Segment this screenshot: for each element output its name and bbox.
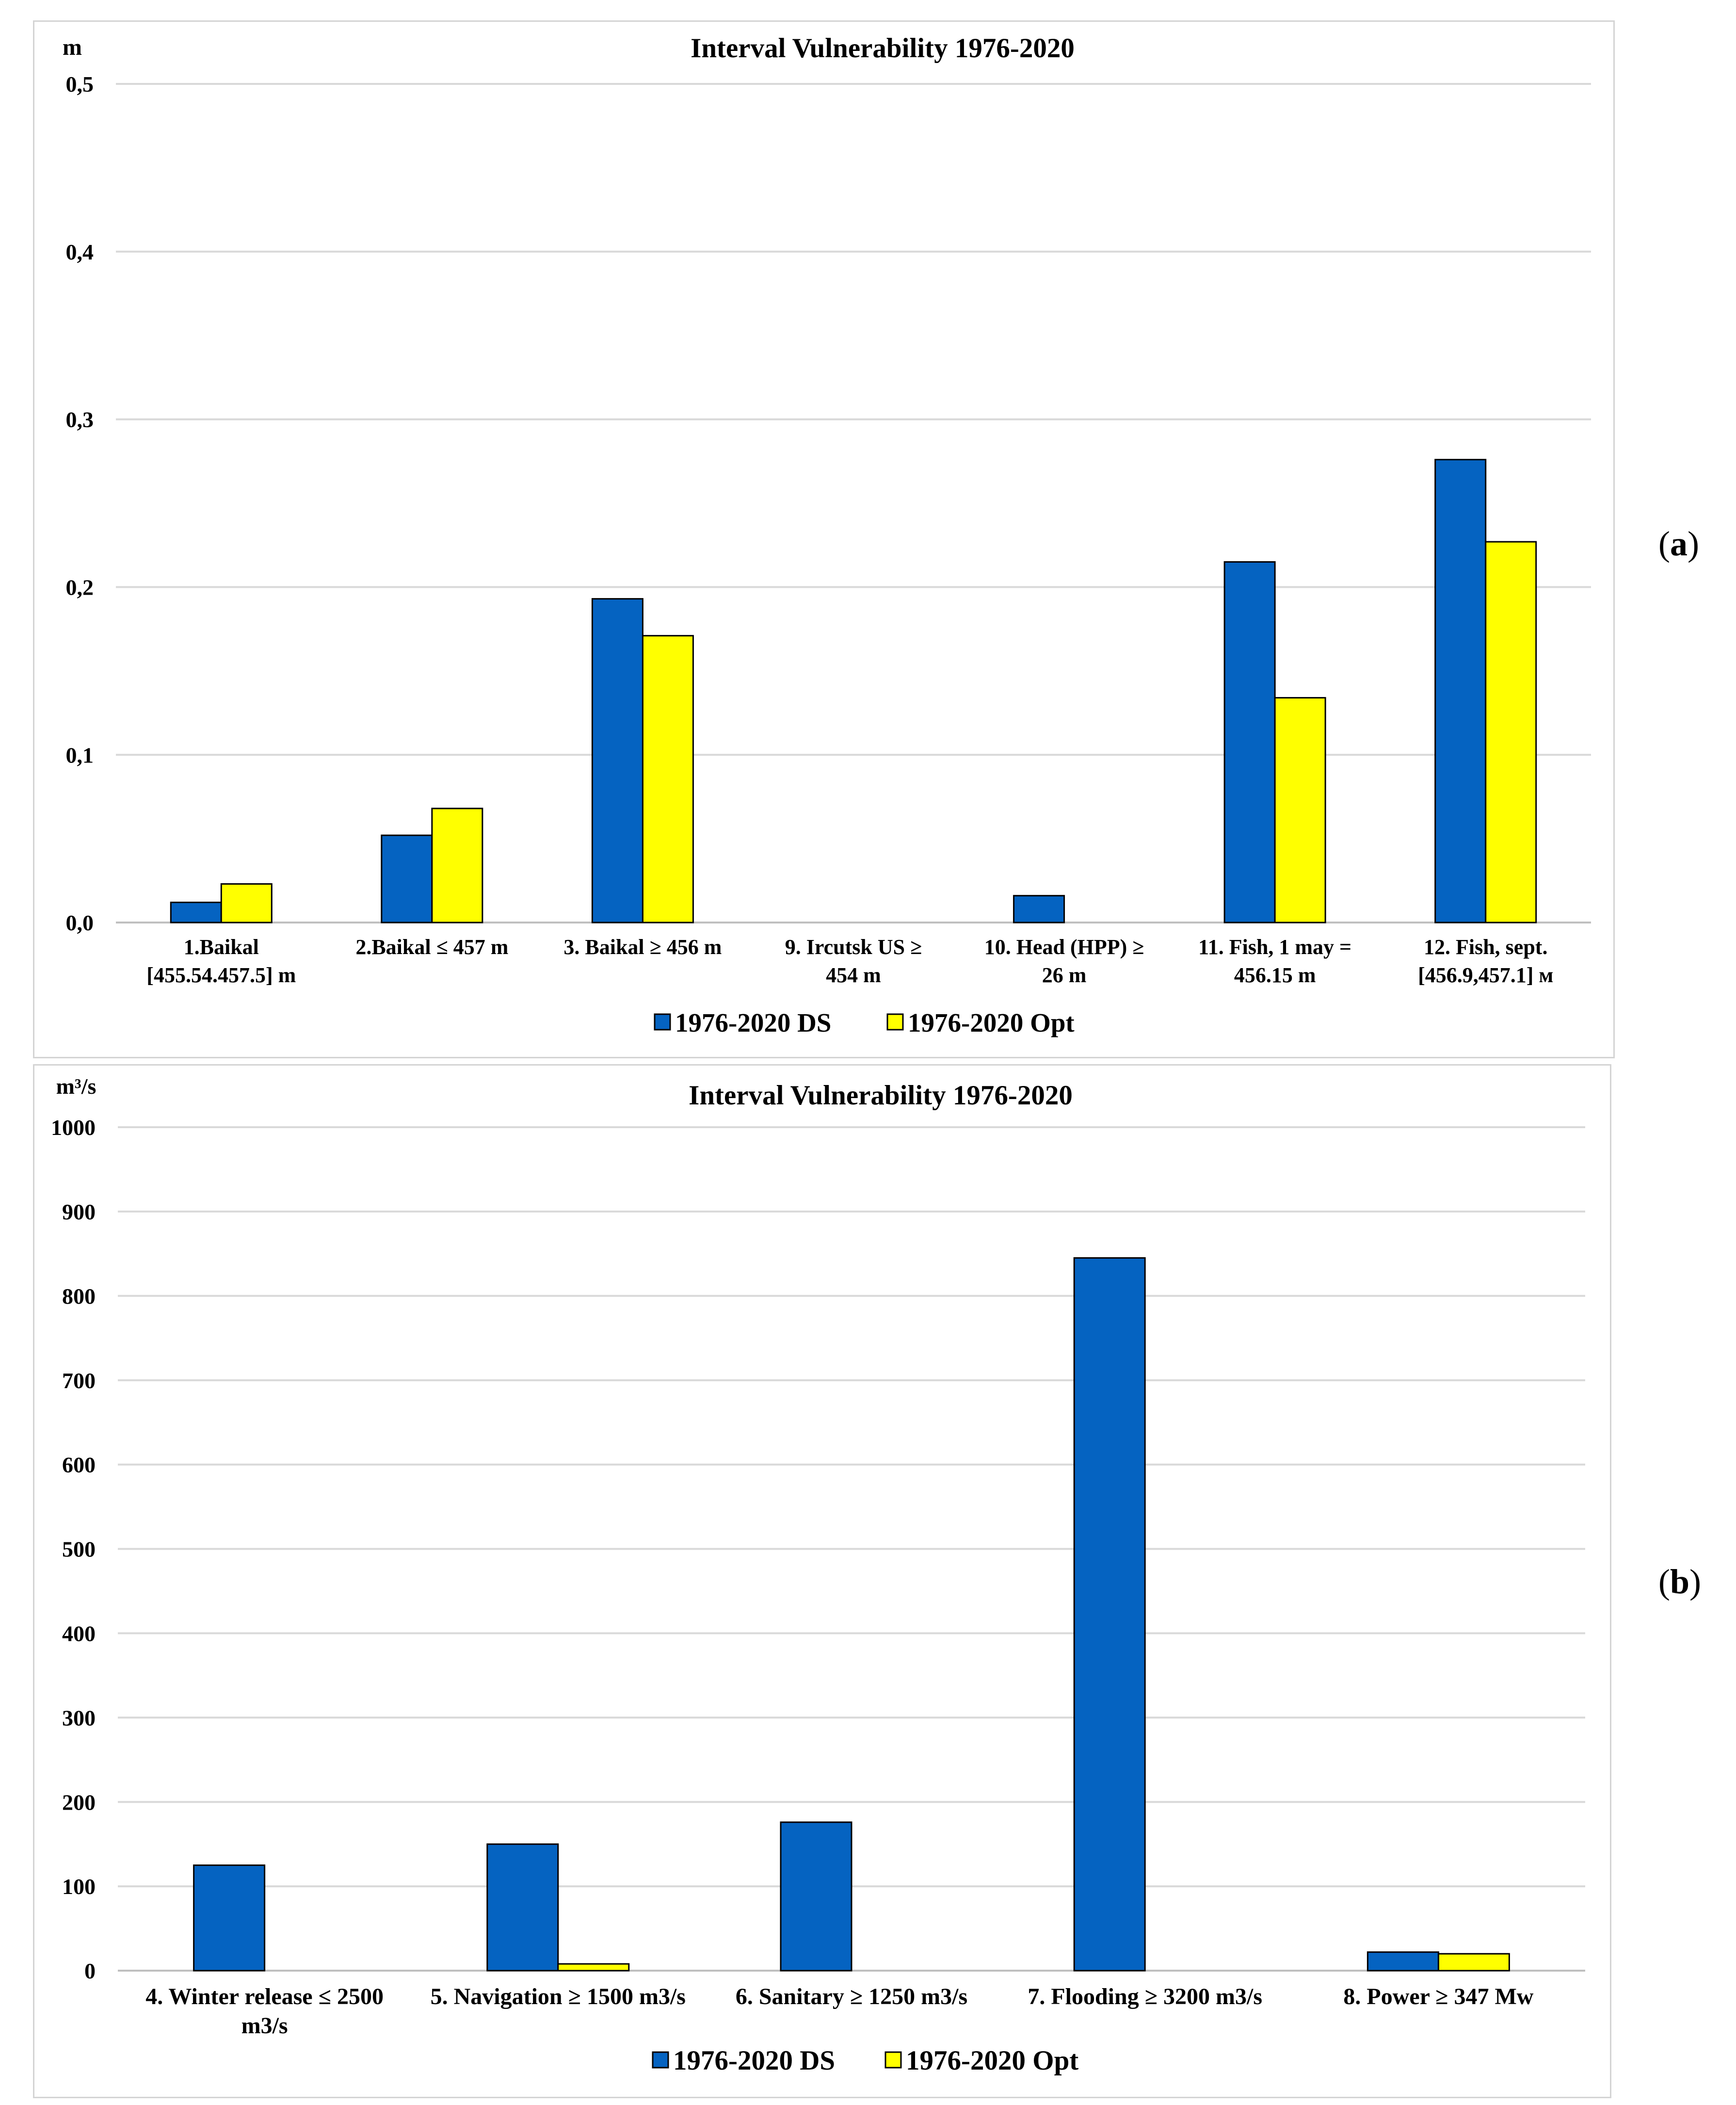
bar-opt bbox=[1274, 697, 1326, 923]
y-tick-label: 0,0 bbox=[66, 910, 94, 935]
x-category-label: 26 m bbox=[1042, 963, 1087, 987]
panel-label-a: (a) bbox=[1658, 524, 1699, 563]
legend-label-ds: 1976-2020 DS bbox=[673, 2045, 835, 2076]
legend-label-opt: 1976-2020 Opt bbox=[908, 1008, 1075, 1037]
bar-opt bbox=[431, 808, 483, 923]
x-category-label: 1.Baikal bbox=[184, 935, 259, 959]
y-tick-label: 0,4 bbox=[66, 240, 94, 264]
y-tick-label: 0 bbox=[84, 1959, 96, 1983]
y-tick-label: 600 bbox=[62, 1453, 96, 1477]
legend-swatch-opt bbox=[886, 1013, 904, 1031]
y-tick-label: 700 bbox=[62, 1368, 96, 1393]
y-tick-label: 0,5 bbox=[66, 72, 94, 97]
x-category-label: 5. Navigation ≥ 1500 m3/s bbox=[431, 1984, 686, 2009]
bar-ds bbox=[1073, 1257, 1146, 1972]
bar-ds bbox=[1366, 1951, 1439, 1972]
x-category-label: m3/s bbox=[241, 2013, 288, 2039]
legend-label-opt: 1976-2020 Opt bbox=[906, 2045, 1078, 2076]
y-tick-label: 0,3 bbox=[66, 407, 94, 432]
y-tick-label: 800 bbox=[62, 1284, 96, 1309]
y-tick-label: 900 bbox=[62, 1199, 96, 1224]
y-tick-label: 200 bbox=[62, 1790, 96, 1814]
x-category-label: [456.9,457.1] м bbox=[1418, 963, 1553, 987]
bar-ds bbox=[170, 902, 222, 923]
chart-b: 0 100 200 300 400 500 600 700 800 900 1000 Interval… bbox=[51, 1074, 1585, 2076]
x-category-label: [455.54.457.5] m bbox=[146, 963, 296, 987]
x-category-label: 456.15 m bbox=[1234, 963, 1316, 987]
bar-opt bbox=[1437, 1953, 1510, 1972]
bar-opt bbox=[642, 635, 694, 923]
x-category-label: 8. Power ≥ 347 Mw bbox=[1343, 1984, 1533, 2009]
legend-label-ds: 1976-2020 DS bbox=[675, 1008, 831, 1037]
bar-ds bbox=[486, 1843, 559, 1972]
x-category-label: 3. Baikal ≥ 456 m bbox=[563, 935, 722, 959]
chart-a: 0,0 0,1 0,2 0,3 0,4 0,5 Interval Vulnerability… bbox=[63, 33, 1591, 1037]
y-tick-label: 100 bbox=[62, 1874, 96, 1899]
y-tick-label: 0,1 bbox=[66, 743, 94, 767]
y-axis-unit-label: m³/s bbox=[56, 1074, 96, 1099]
bar-opt bbox=[220, 883, 273, 923]
x-category-label: 2.Baikal ≤ 457 m bbox=[355, 935, 508, 959]
chart-title: Interval Vulnerability 1976-2020 bbox=[691, 33, 1075, 64]
bar-ds bbox=[591, 598, 643, 923]
legend-swatch-ds bbox=[652, 2051, 669, 2069]
legend-swatch-opt bbox=[884, 2051, 902, 2069]
bar-ds bbox=[780, 1821, 852, 1972]
x-category-label: 4. Winter release ≤ 2500 bbox=[145, 1984, 384, 2009]
chart-title: Interval Vulnerability 1976-2020 bbox=[689, 1080, 1073, 1111]
y-tick-label: 400 bbox=[62, 1621, 96, 1646]
y-tick-label: 500 bbox=[62, 1537, 96, 1562]
y-tick-label: 1000 bbox=[51, 1115, 96, 1140]
bar-ds bbox=[1223, 561, 1276, 923]
chart-panel-b: 0 100 200 300 400 500 600 700 800 900 1000 Interval… bbox=[33, 1064, 1611, 2098]
x-category-label: 9. Ircutsk US ≥ bbox=[785, 935, 922, 959]
x-category-label: 6. Sanitary ≥ 1250 m3/s bbox=[736, 1984, 967, 2009]
bar-ds bbox=[1434, 459, 1487, 923]
bar-opt bbox=[1485, 541, 1537, 923]
y-axis-unit-label: m bbox=[63, 34, 82, 60]
legend-swatch-ds bbox=[654, 1013, 671, 1031]
bar-ds bbox=[381, 834, 433, 923]
bar-ds bbox=[193, 1864, 266, 1972]
bar-opt bbox=[557, 1963, 630, 1972]
panel-label-b: (b) bbox=[1658, 1562, 1702, 1601]
x-category-label: 12. Fish, sept. bbox=[1424, 935, 1547, 959]
x-category-label: 10. Head (HPP) ≥ bbox=[984, 935, 1144, 959]
y-tick-label: 300 bbox=[62, 1705, 96, 1730]
x-category-label: 7. Flooding ≥ 3200 m3/s bbox=[1028, 1984, 1262, 2009]
y-tick-label: 0,2 bbox=[66, 575, 94, 600]
x-category-label: 454 m bbox=[826, 963, 881, 987]
chart-panel-a: 0,0 0,1 0,2 0,3 0,4 0,5 Interval Vulnerability… bbox=[33, 20, 1615, 1058]
bar-ds bbox=[1013, 895, 1065, 923]
x-category-label: 11. Fish, 1 may = bbox=[1198, 935, 1351, 959]
